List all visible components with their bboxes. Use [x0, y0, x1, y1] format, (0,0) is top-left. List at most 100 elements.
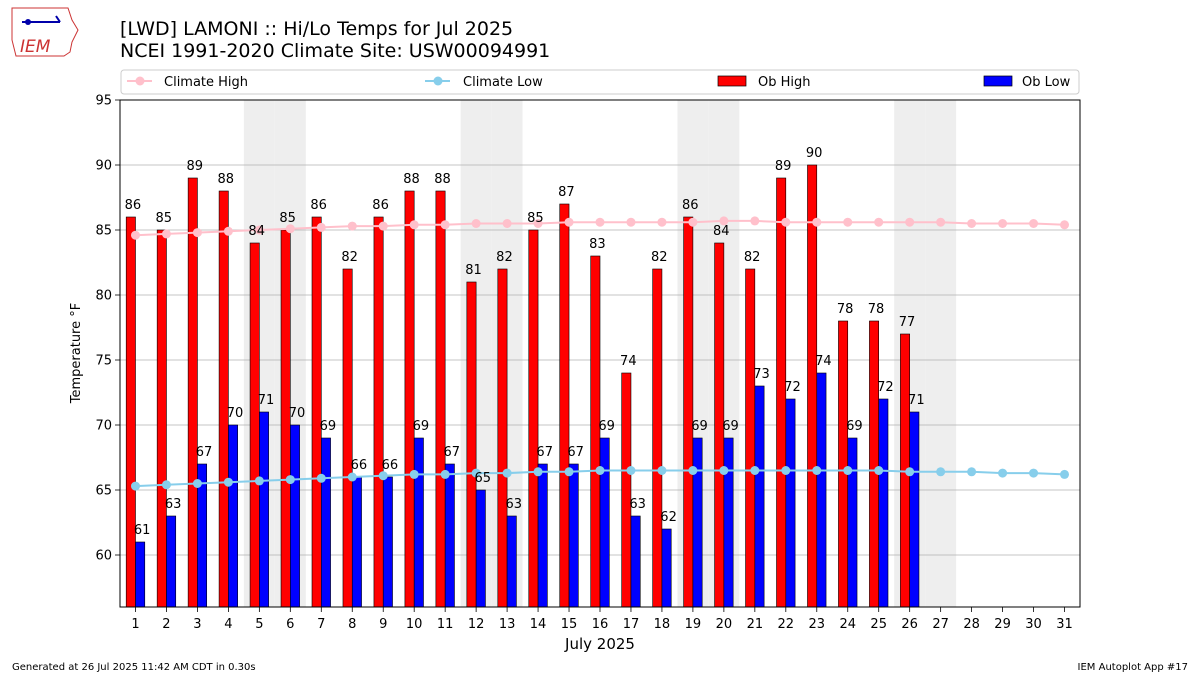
ob-low-value-label-day-12: 65: [475, 471, 492, 486]
ob-low-value-label-day-14: 67: [536, 445, 553, 460]
ob-high-bar-day-25: [869, 320, 880, 608]
climate-high-point-day-27: [936, 217, 946, 227]
x-tick-label-15: 15: [561, 617, 578, 632]
ob-high-value-label-day-13: 82: [496, 250, 513, 265]
x-tick-label-4: 4: [224, 617, 232, 632]
ob-high-value-label-day-20: 84: [713, 224, 730, 239]
x-axis: 1 2 3 4 5 6 7 8 9 10 11 12 13 14 15 16 17 18 19 20 21 22 23 24 2…: [131, 607, 1073, 632]
y-tick-label-90: 90: [95, 159, 112, 174]
ob-low-value-label-day-9: 66: [382, 458, 399, 473]
climate-low-point-day-24: [843, 466, 853, 475]
ob-high-value-label-day-24: 78: [837, 302, 854, 317]
ob-low-value-label-day-15: 67: [567, 445, 584, 460]
legend: Climate High Climate Low Ob High Ob Low: [120, 69, 1080, 95]
climate-low-point-day-20: [719, 466, 729, 475]
ob-high-value-label-day-2: 85: [156, 211, 173, 226]
legend-ob-low-label: Ob Low: [1022, 75, 1071, 90]
bars: [125, 164, 920, 608]
ob-low-bar-day-17: [630, 515, 641, 608]
x-tick-label-8: 8: [348, 617, 356, 632]
ob-high-value-label-day-6: 85: [279, 211, 296, 226]
ob-high-bar-day-17: [621, 372, 632, 608]
ob-high-bar-day-9: [373, 216, 384, 608]
climate-low-point-day-7: [316, 473, 326, 483]
climate-low-point-day-22: [781, 466, 791, 475]
climate-high-point-day-16: [595, 217, 605, 227]
ob-low-value-label-day-1: 61: [134, 523, 151, 538]
climate-high-point-day-23: [812, 217, 822, 227]
x-tick-label-23: 23: [809, 617, 826, 632]
ob-high-bar-day-12: [466, 281, 477, 608]
climate-high-point-day-31: [1060, 220, 1070, 230]
ob-low-bar-day-5: [259, 411, 269, 608]
climate-high-point-day-10: [409, 220, 419, 230]
x-tick-label-27: 27: [932, 617, 949, 632]
climate-low-point-day-9: [378, 471, 388, 481]
ob-high-bar-day-11: [435, 190, 446, 608]
bar-value-labels: 86 85 89 88 84 85 86 82 86 88 88 81 82 85 87 83 74 82 86 84…: [125, 146, 925, 538]
legend-climate-high-marker: [135, 76, 145, 86]
ob-low-value-label-day-2: 63: [165, 497, 182, 512]
ob-high-value-label-day-7: 86: [310, 198, 327, 213]
climate-low-point-day-16: [595, 466, 605, 475]
climate-low-point-day-28: [967, 467, 977, 477]
ob-high-value-label-day-22: 89: [775, 159, 792, 174]
climate-low-point-day-30: [1029, 468, 1039, 478]
legend-entry-climate-high: Climate High: [127, 75, 248, 90]
legend-entry-ob-low: Ob Low: [983, 75, 1071, 90]
x-tick-label-20: 20: [716, 617, 733, 632]
ob-low-value-label-day-6: 70: [289, 406, 306, 421]
x-tick-label-14: 14: [530, 617, 547, 632]
ob-low-bar-day-16: [599, 437, 610, 608]
climate-low-point-day-31: [1060, 469, 1070, 479]
ob-high-value-label-day-8: 82: [341, 250, 358, 265]
climate-low-point-day-27: [936, 467, 946, 477]
ob-high-bar-day-18: [652, 268, 663, 608]
ob-low-bar-day-12: [475, 489, 486, 608]
ob-high-bar-day-2: [156, 229, 167, 608]
climate-high-point-day-3: [192, 228, 202, 238]
ob-low-value-label-day-21: 73: [753, 367, 770, 382]
y-tick-label-65: 65: [95, 484, 112, 499]
climate-high-point-day-26: [905, 217, 915, 227]
y-axis-label: Temperature °F: [69, 303, 84, 404]
climate-high-point-day-6: [285, 224, 295, 234]
climate-low-point-day-29: [998, 468, 1008, 478]
ob-low-value-label-day-24: 69: [846, 419, 863, 434]
x-tick-label-31: 31: [1056, 617, 1073, 632]
ob-high-bar-day-13: [497, 268, 508, 608]
x-tick-label-24: 24: [839, 617, 856, 632]
ob-low-value-label-day-17: 63: [629, 497, 646, 512]
ob-high-bar-day-15: [559, 203, 570, 608]
climate-high-point-day-9: [378, 221, 388, 231]
x-axis-label: July 2025: [564, 635, 635, 653]
legend-climate-low-label: Climate Low: [463, 75, 543, 90]
climate-low-point-day-12: [471, 468, 481, 478]
legend-entry-ob-high: Ob High: [717, 75, 811, 90]
ob-low-bar-day-8: [351, 476, 362, 608]
x-tick-label-19: 19: [685, 617, 702, 632]
ob-low-bar-day-25: [878, 398, 889, 608]
ob-high-value-label-day-9: 86: [372, 198, 389, 213]
climate-low-point-day-15: [564, 467, 574, 477]
y-tick-label-85: 85: [95, 224, 112, 239]
ob-high-value-label-day-19: 86: [682, 198, 699, 213]
climate-high-point-day-29: [998, 219, 1008, 228]
ob-low-value-label-day-10: 69: [413, 419, 430, 434]
legend-ob-low-swatch: [983, 75, 1013, 87]
ob-high-value-label-day-26: 77: [899, 315, 916, 330]
y-tick-label-75: 75: [95, 354, 112, 369]
climate-high-point-day-2: [161, 229, 171, 239]
ob-low-bar-day-26: [909, 411, 920, 608]
legend-climate-low-marker: [433, 76, 443, 86]
ob-high-bar-day-21: [745, 268, 756, 608]
x-tick-label-29: 29: [994, 617, 1011, 632]
climate-low-point-day-10: [409, 469, 419, 479]
ob-high-bar-day-1: [125, 216, 136, 608]
climate-high-point-day-14: [533, 219, 543, 228]
climate-low-point-day-19: [688, 466, 698, 475]
weekend-band-27: [925, 100, 957, 607]
legend-climate-high-label: Climate High: [164, 75, 248, 90]
ob-low-bar-day-2: [166, 515, 177, 608]
